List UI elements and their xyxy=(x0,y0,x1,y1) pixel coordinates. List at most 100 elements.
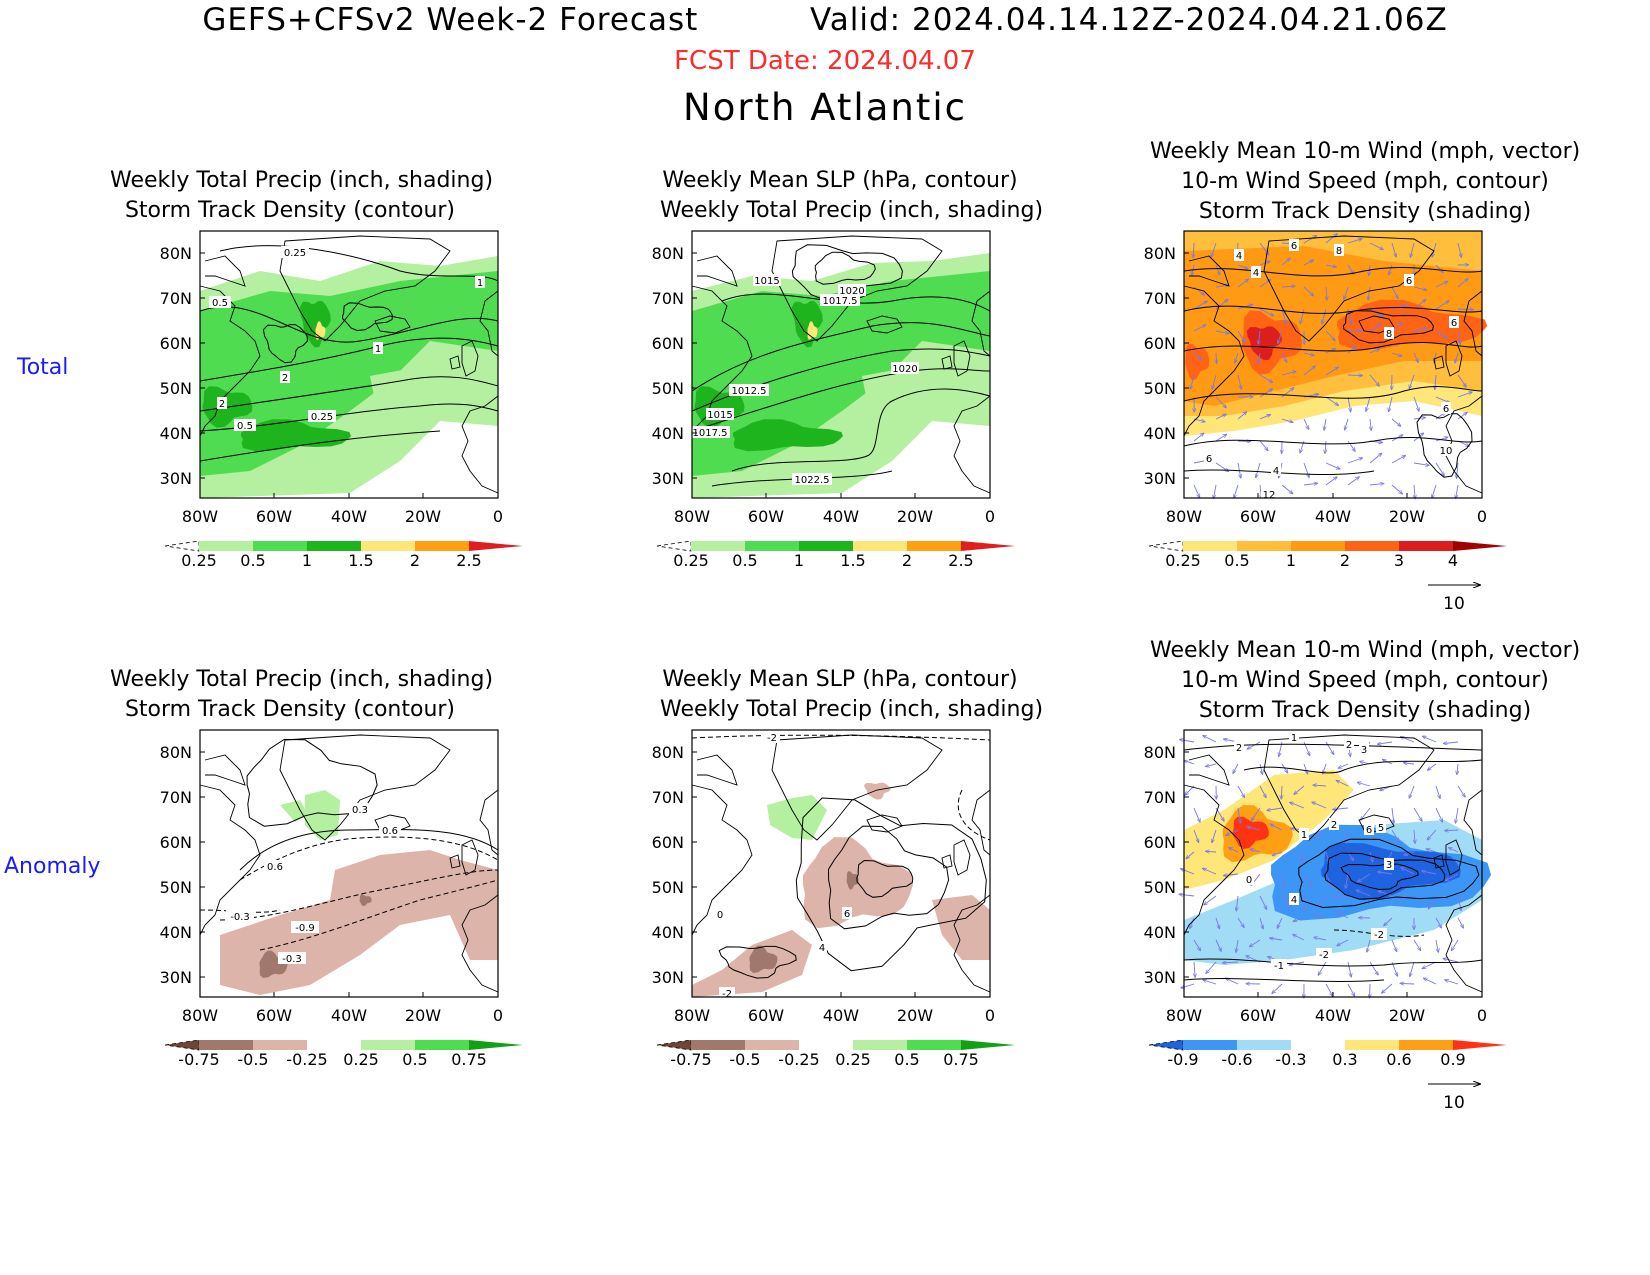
title-valid: Valid: 2024.04.14.12Z-2024.04.21.06Z xyxy=(809,2,1448,38)
wind-vector xyxy=(1215,917,1219,928)
panel-5-colorbar: -0.75 -0.5 -0.25 0.25 0.5 0.75 xyxy=(656,1039,1015,1069)
colorbar-label: 0.9 xyxy=(1440,1050,1465,1069)
colorbar-swatch xyxy=(907,1040,961,1050)
contour-label-bg xyxy=(1251,266,1261,278)
wind-vector xyxy=(1281,258,1290,266)
wind-vector xyxy=(1410,961,1415,976)
colorbar-end-left xyxy=(1148,1039,1184,1051)
wind-vector xyxy=(1259,261,1270,266)
wind-vector xyxy=(1347,375,1362,376)
panel-3-axes: 80N 70N 60N 50N 40N 30N 80W 60W 40W 20W 0 xyxy=(1144,244,1487,526)
wind-vector xyxy=(1413,396,1419,411)
wind-vector xyxy=(1190,917,1195,928)
contour-label: 6 xyxy=(1443,404,1449,415)
wind-vector xyxy=(1193,484,1200,497)
colorbar-swatch xyxy=(253,541,307,551)
contour-label-bg xyxy=(1359,743,1369,755)
contour-label: 8 xyxy=(1386,329,1392,340)
wind-vector xyxy=(1456,484,1459,498)
wind-vector xyxy=(1250,939,1261,947)
wind-vector xyxy=(1457,763,1458,774)
lon-tick-label: 20W xyxy=(897,507,933,526)
wind-vector xyxy=(1193,352,1201,360)
lat-tick-label: 30N xyxy=(1144,968,1176,987)
precip-shade-heavy xyxy=(791,301,823,348)
coastline xyxy=(199,784,261,936)
wind-vector xyxy=(1259,352,1261,363)
colorbar-label: 2.5 xyxy=(456,551,481,570)
wind-vector xyxy=(1444,959,1459,963)
wind-vector xyxy=(1215,435,1226,442)
wind-vector xyxy=(1347,264,1353,274)
contour-line xyxy=(1183,266,1483,277)
coastline xyxy=(1263,235,1435,342)
contour-label-bg xyxy=(349,803,371,815)
wind-vector xyxy=(1445,830,1459,831)
wind-vector xyxy=(1358,783,1371,787)
wind-vector xyxy=(1435,396,1450,403)
contour-label: 2 xyxy=(1236,743,1242,754)
contour-line xyxy=(957,789,991,841)
lon-tick-label: 40W xyxy=(331,507,367,526)
coastline xyxy=(1433,355,1445,370)
wind-vector xyxy=(1382,983,1393,993)
contour-label-bg xyxy=(1449,316,1459,328)
wind-vector xyxy=(1369,324,1381,332)
contour-label: 10 xyxy=(1440,446,1453,457)
colorbar-swatch xyxy=(853,541,907,551)
panel-6-title: Weekly Mean 10-m Wind (mph, vector) 10-m … xyxy=(1150,638,1581,723)
wind-vector xyxy=(1435,917,1441,928)
wind-vector xyxy=(1409,374,1415,388)
wind-vector xyxy=(1401,983,1415,984)
wind-vector xyxy=(1457,785,1465,797)
wind-vector xyxy=(1278,330,1283,343)
contour-label-bg xyxy=(373,342,383,354)
coastline xyxy=(204,754,246,786)
lat-tick-label: 40N xyxy=(160,424,192,443)
contour-line xyxy=(199,306,499,343)
colorbar-swatch xyxy=(799,541,853,551)
wind-vector xyxy=(1237,807,1241,823)
contour-label-bg xyxy=(1441,402,1451,414)
contour-label-bg xyxy=(264,860,286,872)
contour-label: 3 xyxy=(1361,745,1367,756)
wind-vector xyxy=(1256,462,1261,477)
contour-label-bg xyxy=(1204,452,1214,464)
wind-vector xyxy=(1391,939,1397,951)
panel-4-map: 0.3 0.6 0.6 -0.3 -0.9 -0.3 xyxy=(199,734,499,995)
lon-tick-label: 0 xyxy=(493,507,503,526)
wind-vector xyxy=(1325,396,1338,405)
wind-vector xyxy=(1338,913,1349,919)
coastline xyxy=(1445,894,1483,993)
lat-tick-label: 70N xyxy=(1144,289,1176,308)
colorbar-swatch xyxy=(1291,541,1345,551)
colorbar-label: 0.25 xyxy=(673,551,709,570)
lat-tick-label: 70N xyxy=(652,289,684,308)
wind-vector xyxy=(1457,374,1466,387)
lat-tick-label: 70N xyxy=(652,788,684,807)
panel-4-axes: 80N 70N 60N 50N 40N 30N 80W 60W 40W 20W 0 xyxy=(160,743,503,1025)
colorbar-swatch xyxy=(799,1040,853,1050)
colorbar-swatch xyxy=(907,541,961,551)
contour-label: 1017.5 xyxy=(823,296,858,307)
wind-vector xyxy=(1378,741,1393,744)
contour-label-bg xyxy=(764,731,780,743)
lat-tick-label: 50N xyxy=(1144,878,1176,897)
precip-shade-heavy xyxy=(733,419,843,452)
contour-line xyxy=(721,293,991,312)
contour-label: 6 xyxy=(1206,454,1212,465)
colorbar-label: 1 xyxy=(1286,551,1296,570)
wind-vector xyxy=(1435,301,1449,310)
panel-4-title: Weekly Total Precip (inch, shading) Storm… xyxy=(110,667,494,722)
lon-tick-label: 20W xyxy=(1389,1006,1425,1025)
colorbar-swatch xyxy=(745,541,799,551)
lon-tick-label: 40W xyxy=(331,1006,367,1025)
wind-vector xyxy=(1300,308,1305,324)
colorbar-label: 0.25 xyxy=(1165,551,1201,570)
wind-vector xyxy=(1252,807,1261,820)
wind-vector xyxy=(1422,871,1437,875)
wind-vector xyxy=(1259,440,1268,450)
lon-tick-label: 60W xyxy=(748,507,784,526)
wind-vector xyxy=(1333,896,1349,897)
contour-line xyxy=(246,738,378,827)
